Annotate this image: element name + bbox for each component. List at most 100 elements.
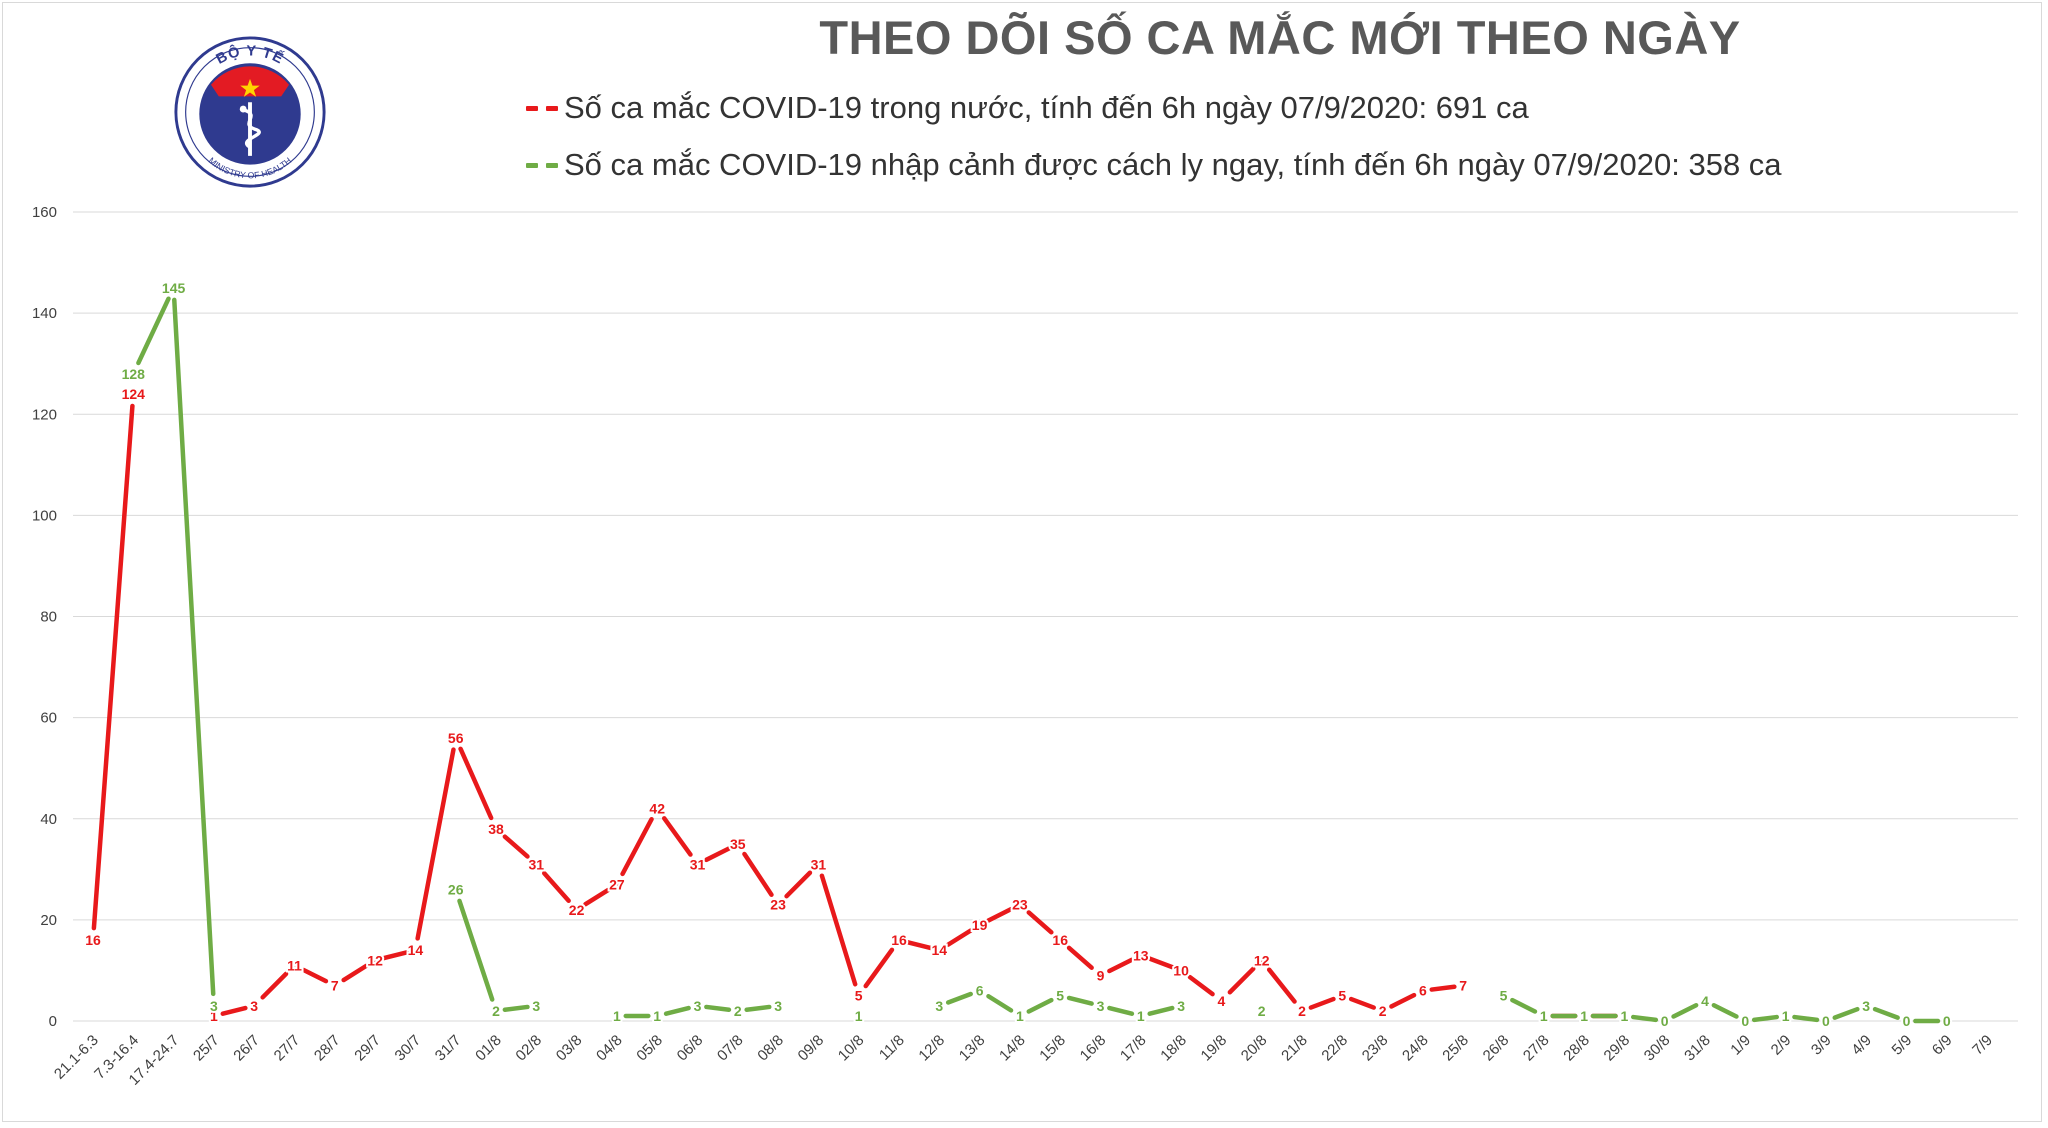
domestic-data-point (776, 903, 780, 907)
x-tick-label: 08/8 (754, 1032, 787, 1065)
domestic-data-label: 7 (1459, 978, 1467, 994)
imported-data-point (1743, 1019, 1747, 1023)
x-tick-label: 26/7 (230, 1032, 263, 1065)
imported-data-point (494, 1009, 498, 1013)
domestic-line-segment (542, 870, 571, 904)
imported-line-segment (136, 296, 171, 366)
imported-data-point (534, 1004, 538, 1008)
imported-data-label: 128 (122, 366, 146, 382)
y-tick-label: 20 (40, 912, 57, 929)
domestic-line-segment (381, 950, 409, 961)
domestic-data-label: 31 (529, 856, 545, 872)
x-tick-label: 07/8 (714, 1032, 747, 1065)
imported-data-label: 3 (1177, 998, 1185, 1014)
imported-data-label: 3 (694, 998, 702, 1014)
domestic-data-point (131, 392, 135, 396)
x-tick-label: 23/8 (1359, 1032, 1392, 1065)
imported-data-point (1945, 1019, 1949, 1023)
domestic-data-label: 5 (855, 988, 863, 1004)
domestic-data-label: 16 (1052, 932, 1068, 948)
domestic-data-label: 56 (448, 730, 464, 746)
domestic-line-segment (301, 967, 329, 984)
domestic-line-segment (1266, 967, 1297, 1004)
domestic-line-segment (1147, 956, 1175, 970)
imported-data-label: 0 (1822, 1013, 1830, 1029)
y-tick-label: 160 (32, 204, 57, 221)
imported-data-point (1179, 1004, 1183, 1008)
imported-data-point (1784, 1014, 1788, 1018)
domestic-data-point (1179, 968, 1183, 972)
imported-line-segment (457, 898, 495, 1002)
domestic-line-segment (583, 887, 611, 907)
imported-line-segment (1147, 1005, 1175, 1016)
x-tick-label: 2/9 (1768, 1032, 1795, 1059)
x-tick-label: 25/8 (1439, 1032, 1472, 1065)
domestic-data-point (1219, 999, 1223, 1003)
domestic-line-segment (502, 834, 530, 859)
domestic-data-point (615, 882, 619, 886)
imported-data-label: 2 (734, 1003, 742, 1019)
domestic-data-label: 14 (408, 942, 424, 958)
domestic-data-label: 11 (287, 957, 302, 973)
imported-data-point (1663, 1019, 1667, 1023)
imported-data-label: 1 (855, 1008, 863, 1024)
domestic-data-point (978, 923, 982, 927)
domestic-data-label: 2 (1298, 1003, 1306, 1019)
legend-item-imported: Số ca mắc COVID-19 nhập cảnh được cách l… (520, 147, 1782, 183)
domestic-data-label: 19 (972, 917, 988, 933)
domestic-line-segment (945, 928, 973, 947)
domestic-data-point (696, 862, 699, 866)
domestic-data-label: 42 (649, 801, 665, 817)
domestic-line-segment (863, 947, 895, 989)
domestic-data-point (333, 984, 337, 988)
x-tick-label: 05/8 (633, 1032, 666, 1065)
imported-data-label: 1 (1540, 1008, 1548, 1024)
x-tick-label: 16/8 (1077, 1032, 1110, 1065)
domestic-line-segment (1187, 974, 1215, 997)
domestic-line-segment (220, 1005, 248, 1016)
domestic-data-label: 9 (1097, 967, 1105, 983)
legend-swatch-domestic (520, 93, 564, 123)
imported-data-label: 145 (162, 280, 186, 296)
imported-data-label: 2 (492, 1003, 500, 1019)
domestic-line-segment (341, 963, 369, 983)
y-tick-label: 80 (40, 609, 57, 626)
y-tick-label: 100 (32, 507, 57, 524)
domestic-data-point (1300, 1009, 1304, 1013)
domestic-data-point (1381, 1009, 1385, 1013)
imported-data-label: 6 (976, 983, 984, 999)
chart-title: THEO DÕI SỐ CA MẮC MỚI THEO NGÀY (819, 11, 1741, 64)
imported-data-point (1099, 1004, 1102, 1008)
imported-line-segment (1832, 1006, 1860, 1020)
domestic-data-label: 4 (1218, 993, 1226, 1009)
domestic-data-point (534, 862, 538, 866)
imported-line-segment (1751, 1014, 1779, 1023)
domestic-data-label: 35 (730, 836, 746, 852)
domestic-data-point (91, 938, 95, 942)
domestic-data-label: 3 (250, 998, 258, 1014)
imported-data-label: 0 (1903, 1013, 1911, 1029)
imported-data-point (1018, 1014, 1022, 1018)
domestic-data-label: 6 (1419, 983, 1427, 999)
legend-label-imported: Số ca mắc COVID-19 nhập cảnh được cách l… (564, 147, 1782, 182)
imported-data-point (696, 1004, 699, 1008)
imported-data-label: 1 (613, 1008, 621, 1024)
imported-data-point (978, 989, 982, 993)
domestic-line-segment (91, 403, 135, 931)
domestic-line-segment (704, 846, 732, 863)
domestic-data-point (1340, 994, 1344, 998)
domestic-line-segment (1026, 910, 1054, 935)
domestic-data-point (293, 963, 296, 967)
domestic-data-point (413, 948, 417, 952)
imported-data-point (655, 1014, 659, 1018)
domestic-data-point (494, 827, 498, 831)
imported-line-segment (1631, 1014, 1659, 1023)
domestic-line-segment (1227, 966, 1256, 995)
x-tick-label: 4/9 (1848, 1032, 1875, 1059)
x-tick-label: 5/9 (1889, 1032, 1916, 1059)
domestic-line-segment (986, 906, 1014, 923)
imported-data-label: 5 (1056, 988, 1064, 1004)
imported-data-label: 5 (1500, 988, 1508, 1004)
domestic-line-segment (415, 747, 456, 941)
x-tick-label: 30/8 (1641, 1032, 1674, 1065)
